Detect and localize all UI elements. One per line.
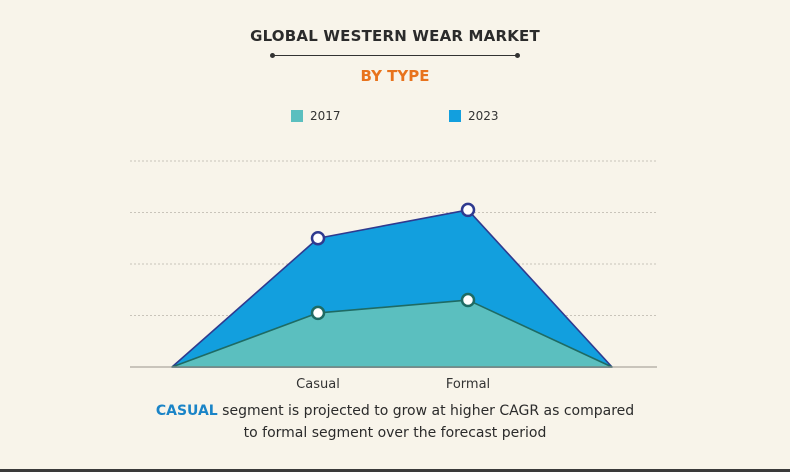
chart-subtitle: BY TYPE bbox=[360, 67, 430, 85]
legend-label-2017: 2017 bbox=[310, 109, 341, 123]
legend-swatch-2017 bbox=[291, 110, 303, 122]
legend-label-2023: 2023 bbox=[468, 109, 499, 123]
data-point-2023-formal bbox=[460, 202, 476, 218]
legend-swatch-2023 bbox=[449, 110, 461, 122]
caption-highlight: CASUAL bbox=[155, 403, 218, 419]
title-divider bbox=[270, 53, 520, 58]
caption-line2: to formal segment over the forecast peri… bbox=[243, 425, 547, 441]
caption-line1: segment is projected to grow at higher C… bbox=[217, 403, 635, 419]
bottom-border bbox=[0, 469, 790, 472]
data-point-2017-casual bbox=[310, 305, 326, 321]
legend-item-2017: 2017 bbox=[291, 109, 341, 123]
legend-item-2023: 2023 bbox=[449, 109, 499, 123]
chart-title: GLOBAL WESTERN WEAR MARKET bbox=[250, 27, 540, 45]
chart-caption: CASUAL segment is projected to grow at h… bbox=[0, 400, 790, 444]
x-tick-label-casual: Casual bbox=[296, 377, 340, 392]
x-tick-label-formal: Formal bbox=[446, 377, 490, 392]
data-point-2017-formal bbox=[460, 292, 476, 308]
data-point-2023-casual bbox=[310, 231, 326, 246]
